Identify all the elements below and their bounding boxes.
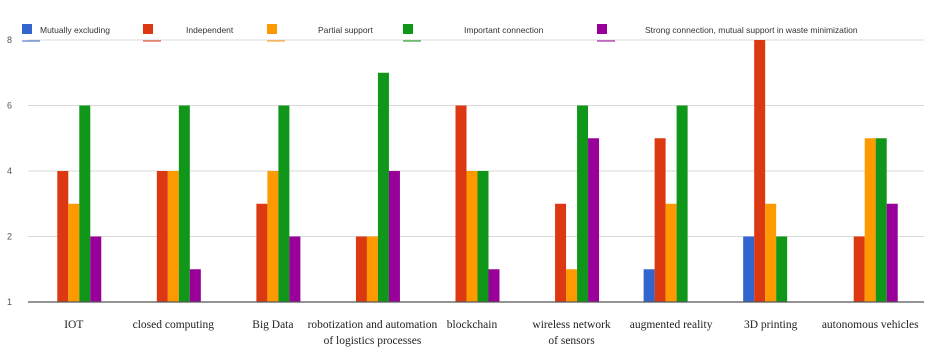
- bars: [57, 40, 898, 302]
- legend-label: Important connection: [464, 25, 544, 35]
- y-tick-label: 8: [7, 35, 12, 45]
- legend-swatch: [22, 24, 32, 34]
- bar-important-6: [676, 105, 688, 302]
- category-label: 3D printing: [744, 319, 798, 331]
- category-label-line: closed computing: [133, 319, 215, 331]
- category-label: autonomous vehicles: [822, 319, 919, 331]
- legend-swatch: [143, 24, 153, 34]
- legend-label: Mutually excluding: [40, 25, 110, 35]
- bar-partial-1: [167, 171, 179, 302]
- bar-important-8: [875, 138, 887, 302]
- category-label: closed computing: [133, 319, 215, 331]
- y-tick-label: 6: [7, 101, 12, 111]
- category-label: augmented reality: [630, 319, 713, 331]
- category-label-line: wireless network: [532, 319, 610, 331]
- y-axis-ticks: 1 2 4 6 8: [7, 35, 12, 307]
- y-tick-label: 4: [7, 166, 12, 176]
- bar-independent-6: [654, 138, 666, 302]
- legend-label: Independent: [186, 25, 234, 35]
- category-label-line: IOT: [64, 319, 83, 331]
- category-label-line: autonomous vehicles: [822, 319, 919, 331]
- category-label: robotization and automation of logistics …: [308, 319, 438, 347]
- legend-swatch: [597, 24, 607, 34]
- category-label-line: robotization and automation: [308, 319, 438, 331]
- bar-partial-5: [566, 269, 578, 302]
- category-label: blockchain: [447, 319, 498, 331]
- bar-important-0: [79, 105, 91, 302]
- y-tick-label: 2: [7, 232, 12, 242]
- bar-independent-7: [754, 40, 766, 302]
- bar-partial-4: [466, 171, 478, 302]
- category-label: wireless network of sensors: [532, 319, 610, 347]
- bar-independent-0: [57, 171, 69, 302]
- category-label: IOT: [64, 319, 83, 331]
- bar-important-1: [178, 105, 190, 302]
- bar-independent-5: [555, 203, 567, 302]
- bar-important-2: [278, 105, 290, 302]
- bar-independent-4: [455, 105, 467, 302]
- bar-partial-6: [665, 203, 677, 302]
- bar-important-7: [776, 236, 788, 302]
- legend-label: Partial support: [318, 25, 373, 35]
- bar-strong-5: [588, 138, 600, 302]
- category-label-line: of sensors: [548, 335, 595, 347]
- bar-important-4: [477, 171, 489, 302]
- bar-strong-0: [90, 236, 102, 302]
- bar-strong-1: [189, 269, 201, 302]
- category-label-line: augmented reality: [630, 319, 713, 331]
- bar-independent-8: [853, 236, 865, 302]
- bar-partial-0: [68, 203, 80, 302]
- bar-mutually-6: [643, 269, 655, 302]
- bar-partial-8: [864, 138, 876, 302]
- bar-important-3: [377, 72, 389, 302]
- category-label-line: of logistics processes: [324, 335, 422, 347]
- bar-strong-2: [289, 236, 301, 302]
- bar-important-5: [577, 105, 589, 302]
- legend-label: Strong connection, mutual support in was…: [645, 25, 858, 35]
- x-axis-categories: IOT closed computing Big Data robotization …: [64, 319, 919, 347]
- category-label-line: Big Data: [252, 319, 293, 331]
- category-label: Big Data: [252, 319, 293, 331]
- legend: Mutually excluding Independent Partial sup…: [22, 24, 858, 42]
- bar-strong-4: [488, 269, 500, 302]
- bar-independent-2: [256, 203, 268, 302]
- y-tick-label: 1: [7, 297, 12, 307]
- bar-mutually-7: [743, 236, 755, 302]
- legend-swatch: [267, 24, 277, 34]
- legend-swatch: [403, 24, 413, 34]
- bar-partial-2: [267, 171, 279, 302]
- category-label-line: 3D printing: [744, 319, 798, 331]
- bar-independent-1: [156, 171, 168, 302]
- bar-partial-7: [765, 203, 777, 302]
- bar-strong-3: [388, 171, 400, 302]
- bar-partial-3: [366, 236, 378, 302]
- category-label-line: blockchain: [447, 319, 498, 331]
- bar-independent-3: [355, 236, 367, 302]
- bar-strong-8: [886, 203, 898, 302]
